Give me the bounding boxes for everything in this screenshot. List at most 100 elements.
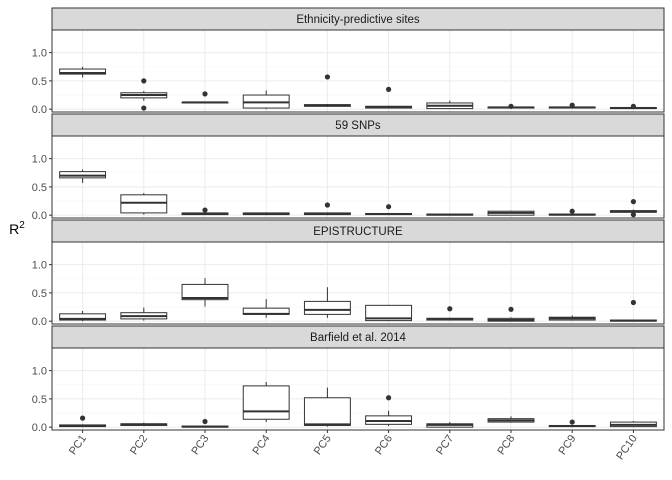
box-pc7 bbox=[426, 422, 474, 428]
box-pc6 bbox=[365, 304, 413, 322]
outlier-point bbox=[386, 86, 392, 92]
outlier-point bbox=[569, 208, 575, 214]
box-iqr bbox=[59, 68, 107, 75]
box-iqr bbox=[303, 300, 351, 315]
box-pc9 bbox=[548, 102, 596, 109]
box-pc10 bbox=[609, 199, 657, 218]
box-pc2 bbox=[120, 307, 168, 321]
outlier-point bbox=[202, 418, 208, 425]
box-pc3 bbox=[181, 91, 229, 104]
box-iqr bbox=[242, 385, 290, 420]
box-pc5 bbox=[303, 74, 351, 107]
y-tick-label: 0.0 bbox=[32, 104, 47, 116]
box-pc7 bbox=[426, 306, 474, 321]
box-iqr bbox=[59, 313, 107, 321]
y-axis-title: R2 bbox=[9, 220, 25, 237]
box-pc9 bbox=[548, 208, 596, 216]
panel-border bbox=[51, 347, 665, 431]
x-tick-label: PC5 bbox=[312, 433, 334, 457]
box-iqr bbox=[365, 304, 413, 322]
outlier-point bbox=[386, 204, 392, 210]
box-pc3 bbox=[181, 278, 229, 307]
outlier-point bbox=[569, 419, 575, 425]
facet-title: 59 SNPs bbox=[335, 120, 381, 132]
outlier-point bbox=[324, 74, 330, 80]
y-tick-label: 0.5 bbox=[32, 394, 47, 406]
panel-background bbox=[52, 348, 664, 430]
box-pc10 bbox=[609, 103, 657, 110]
box-pc8 bbox=[487, 103, 535, 109]
box-pc4 bbox=[242, 212, 290, 216]
panel-border bbox=[51, 29, 665, 113]
outlier-point bbox=[386, 395, 392, 401]
outlier-point bbox=[202, 207, 208, 213]
box-pc4 bbox=[242, 90, 290, 110]
outlier-point bbox=[324, 202, 330, 208]
panel-border bbox=[51, 241, 665, 325]
x-tick-label: PC1 bbox=[67, 433, 89, 457]
panel-background bbox=[52, 242, 664, 324]
y-axis-title-base: R bbox=[9, 221, 19, 237]
box-pc5 bbox=[303, 387, 351, 427]
y-tick-label: 0.5 bbox=[32, 288, 47, 300]
outlier-point bbox=[141, 78, 147, 84]
outlier-point bbox=[630, 199, 637, 205]
x-tick-label: PC4 bbox=[251, 433, 273, 457]
y-tick-label: 1.0 bbox=[32, 48, 47, 60]
outlier-point bbox=[630, 212, 637, 218]
facet-title: EPISTRUCTURE bbox=[313, 226, 403, 238]
box-pc8 bbox=[487, 416, 535, 423]
outlier-point bbox=[508, 306, 514, 312]
box-pc5 bbox=[303, 287, 351, 318]
y-tick-label: 1.0 bbox=[32, 154, 47, 166]
facet-panels: Ethnicity-predictive sites 0.0 0.5 1.0 59 SN… bbox=[32, 7, 665, 434]
outlier-point bbox=[141, 105, 147, 111]
box-pc8 bbox=[487, 306, 535, 322]
y-tick-label: 0.0 bbox=[32, 316, 47, 328]
outlier-point bbox=[447, 306, 453, 312]
facet-title: Ethnicity-predictive sites bbox=[296, 14, 420, 26]
box-pc9 bbox=[548, 419, 596, 428]
box-iqr bbox=[120, 194, 168, 214]
y-tick-label: 0.0 bbox=[32, 422, 47, 434]
box-pc8 bbox=[487, 210, 535, 216]
box-pc1 bbox=[59, 310, 107, 322]
box-pc7 bbox=[426, 100, 474, 110]
box-pc3 bbox=[181, 207, 229, 216]
x-tick-label: PC8 bbox=[495, 433, 517, 457]
box-pc2 bbox=[120, 78, 168, 111]
outlier-point bbox=[630, 103, 637, 109]
box-iqr bbox=[181, 283, 229, 301]
box-pc5 bbox=[303, 202, 351, 216]
y-tick-label: 1.0 bbox=[32, 366, 47, 378]
box-pc7 bbox=[426, 213, 474, 216]
facet-panel: EPISTRUCTURE 0.0 0.5 1.0 bbox=[32, 219, 665, 328]
facet-panel: Barfield et al. 2014 0.0 0.5 1.0 bbox=[32, 325, 665, 434]
x-tick-label: PC2 bbox=[128, 433, 150, 457]
box-pc6 bbox=[365, 395, 413, 427]
facet-title: Barfield et al. 2014 bbox=[310, 332, 407, 344]
facet-panel: 59 SNPs 0.0 0.5 1.0 bbox=[32, 113, 665, 222]
box-pc6 bbox=[365, 204, 413, 216]
box-pc1 bbox=[59, 415, 107, 428]
panel-border bbox=[51, 135, 665, 219]
box-pc2 bbox=[120, 422, 168, 427]
facet-panel: Ethnicity-predictive sites 0.0 0.5 1.0 bbox=[32, 7, 665, 116]
outlier-point bbox=[202, 91, 208, 97]
box-pc4 bbox=[242, 381, 290, 423]
box-pc10 bbox=[609, 420, 657, 428]
x-tick-label: PC3 bbox=[189, 433, 211, 457]
x-axis: PC1 PC2 PC3 PC4 PC5 PC6 PC7 PC8 PC9 PC10 bbox=[67, 430, 640, 462]
y-axis-title-superscript: 2 bbox=[19, 220, 25, 231]
y-tick-label: 1.0 bbox=[32, 260, 47, 272]
y-tick-label: 0.0 bbox=[32, 210, 47, 222]
box-pc3 bbox=[181, 418, 229, 428]
box-iqr bbox=[303, 397, 351, 426]
box-pc2 bbox=[120, 193, 168, 215]
box-pc1 bbox=[59, 169, 107, 183]
x-tick-label: PC9 bbox=[557, 433, 579, 457]
box-pc6 bbox=[365, 86, 413, 109]
y-tick-label: 0.5 bbox=[32, 76, 47, 88]
x-tick-label: PC7 bbox=[434, 433, 456, 457]
